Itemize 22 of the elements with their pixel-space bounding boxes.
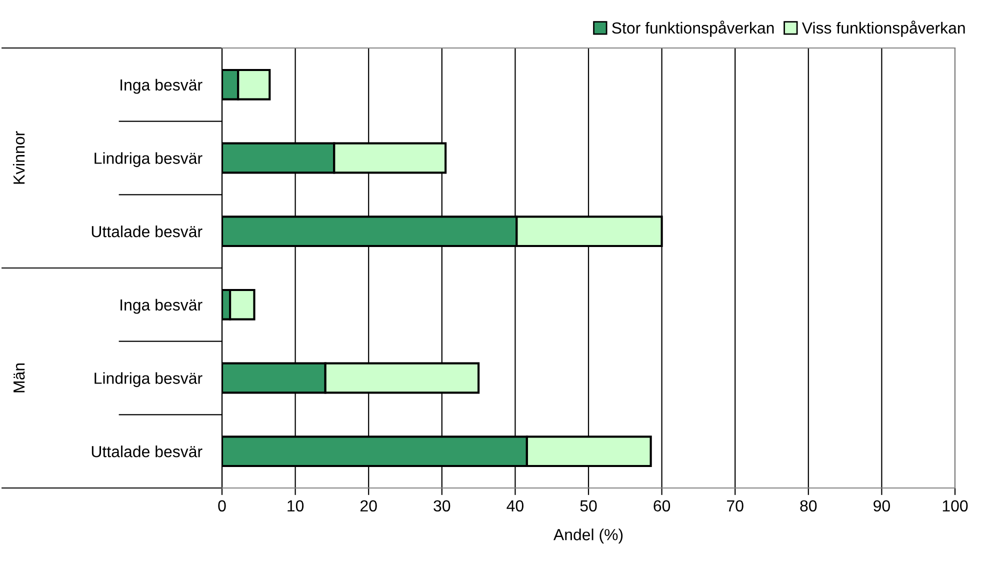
x-tick-label: 0 bbox=[218, 500, 226, 512]
x-tick-label: 10 bbox=[288, 500, 304, 512]
x-tick-label: 100 bbox=[942, 500, 968, 512]
x-tick-label: 50 bbox=[580, 500, 597, 512]
x-tick-label: 80 bbox=[800, 500, 817, 512]
text: Kvinnor bbox=[12, 131, 25, 184]
x-tick-label: 60 bbox=[654, 500, 670, 512]
x-tick-label: 40 bbox=[506, 500, 524, 512]
x-tick-label: 90 bbox=[874, 500, 890, 512]
x-tick-label: 30 bbox=[434, 500, 450, 512]
y-tick-label: Uttalade besvär bbox=[92, 446, 202, 458]
y-tick-label: Inga besvär bbox=[120, 78, 202, 94]
x-tick-label: 20 bbox=[360, 500, 377, 512]
y-tick-label: Lindriga besvär bbox=[94, 372, 202, 388]
y-tick-label: Lindriga besvär bbox=[94, 152, 202, 168]
text: Män bbox=[14, 364, 25, 392]
legend-label: Viss funktionspåverkan bbox=[802, 20, 965, 37]
x-tick-label: 70 bbox=[727, 500, 744, 512]
x-axis-title: Andel (%) bbox=[553, 528, 623, 544]
y-tick-label: Inga besvär bbox=[120, 298, 202, 314]
legend-label: Stor funktionspåverkan bbox=[612, 20, 774, 37]
y-tick-label: Uttalade besvär bbox=[92, 226, 202, 238]
